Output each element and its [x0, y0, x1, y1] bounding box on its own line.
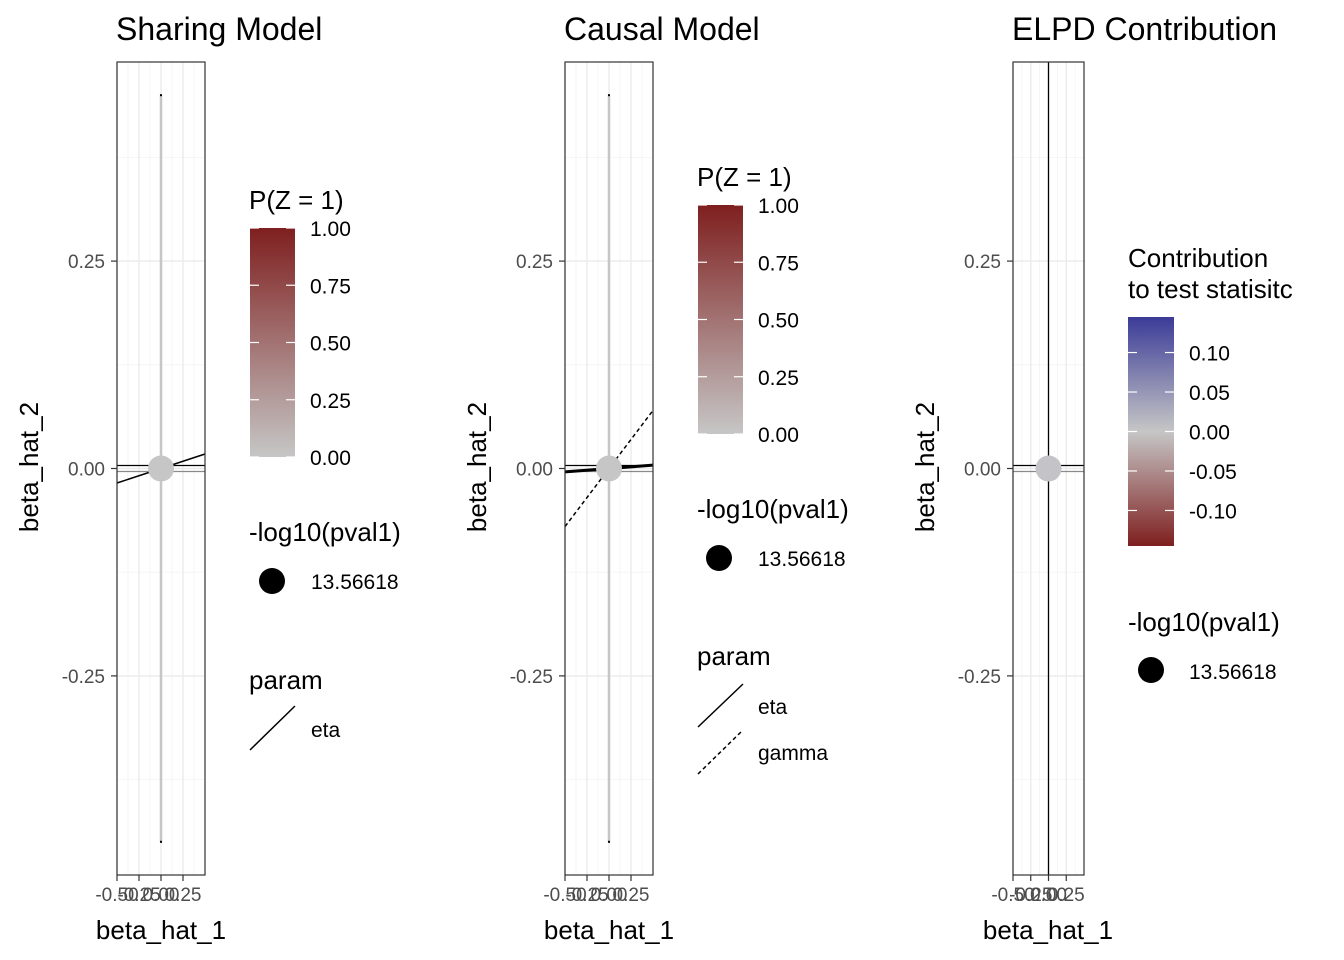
- plot-area: 0.250.00-0.25-0.50-0.250.000.25: [958, 61, 1085, 906]
- legend-size-label: 13.56618: [311, 571, 399, 594]
- colorbar-tick-label: 0.05: [1189, 382, 1230, 405]
- legend-color-title-line-1: Contribution: [1128, 243, 1268, 273]
- panel-title: Sharing Model: [116, 11, 322, 47]
- colorbar-tick-label: 0.25: [310, 390, 351, 413]
- colorbar-tick-label: 0.50: [310, 333, 351, 356]
- legend-color: P(Z = 1) 1.00 0.75 0.50 0.25 0.00: [249, 185, 351, 470]
- legend-linetype-title: param: [697, 641, 771, 671]
- x-tick-label: -0.25: [117, 885, 160, 906]
- colorbar-tick-label: 0.25: [758, 367, 799, 390]
- y-tick-label: -0.25: [62, 667, 105, 688]
- colorbar-tick-label: 0.75: [758, 252, 799, 275]
- legend-linetype-title: param: [249, 665, 323, 695]
- legend-label-eta: eta: [311, 719, 341, 742]
- colorbar-tick-label: 0.00: [1189, 422, 1230, 445]
- legend-label-eta: eta: [758, 696, 788, 719]
- legend-size-title: -log10(pval1): [697, 494, 849, 524]
- y-axis-title: beta_hat_2: [462, 402, 492, 532]
- y-tick-label: 0.00: [964, 460, 1001, 481]
- x-tick-label: 0.00: [1030, 885, 1067, 906]
- x-tick-label: 0.00: [143, 885, 180, 906]
- colorbar-tick-label: -0.10: [1189, 500, 1237, 523]
- panel-elpd-contribution: ELPD Contribution 0.250.00-0.25-0.50-0.2…: [910, 11, 1293, 945]
- legend-color-title-line-2: to test statisitc: [1128, 274, 1293, 304]
- x-axis-title: beta_hat_1: [96, 915, 226, 945]
- colorbar-tick-label: 0.10: [1189, 343, 1230, 366]
- y-tick-label: 0.25: [964, 252, 1001, 273]
- legend-size-key: [259, 568, 285, 594]
- legend-key-eta: [249, 705, 296, 751]
- y-tick-label: 0.00: [516, 460, 553, 481]
- panel-title: ELPD Contribution: [1012, 11, 1277, 47]
- panel-sharing-model: Sharing Model 0.250.00-0.25-0.50-0.250.0…: [14, 11, 401, 945]
- x-tick-label: 0.25: [1048, 885, 1085, 906]
- x-tick-label: -0.25: [565, 885, 608, 906]
- colorbar-tick-label: 0.00: [758, 424, 799, 447]
- data-point: [1035, 455, 1062, 482]
- y-tick-label: 0.25: [516, 252, 553, 273]
- legend-label-gamma: gamma: [758, 742, 828, 765]
- legend-size: -log10(pval1) 13.56618: [1128, 607, 1280, 684]
- legend-size-label: 13.56618: [1189, 661, 1277, 684]
- y-tick-label: -0.25: [958, 667, 1001, 688]
- legend-size-key: [706, 545, 732, 571]
- colorbar-tick-label: 1.00: [310, 218, 351, 241]
- x-axis-title: beta_hat_1: [544, 915, 674, 945]
- x-tick-label: -0.50: [543, 885, 586, 906]
- y-tick-label: 0.25: [68, 252, 105, 273]
- y-tick-label: 0.00: [68, 460, 105, 481]
- legend-linetype: param eta gamma: [697, 641, 828, 775]
- x-axis-title: beta_hat_1: [983, 915, 1113, 945]
- legend-size-title: -log10(pval1): [249, 517, 401, 547]
- legend-color: P(Z = 1) 1.00 0.75 0.50 0.25 0.00: [697, 162, 799, 447]
- x-tick-label: 0.00: [591, 885, 628, 906]
- colorbar-tick-label: -0.05: [1189, 461, 1237, 484]
- colorbar-tick-label: 0.00: [310, 447, 351, 470]
- legend-key-gamma: [697, 729, 744, 775]
- colorbar-tick-label: 1.00: [758, 195, 799, 218]
- colorbar-tick-label: 0.75: [310, 275, 351, 298]
- colorbar-ticks: 1.00 0.75 0.50 0.25 0.00: [698, 195, 799, 447]
- legend-size: -log10(pval1) 13.56618: [697, 494, 849, 571]
- colorbar-tick-label: 0.50: [758, 310, 799, 333]
- colorbar-ticks: 0.10 0.05 0.00 -0.05 -0.10: [1128, 343, 1237, 523]
- legend-color-title: P(Z = 1): [249, 185, 344, 215]
- x-tick-label: 0.25: [613, 885, 650, 906]
- legend-color-title: P(Z = 1): [697, 162, 792, 192]
- data-point: [596, 455, 622, 482]
- legend-size: -log10(pval1) 13.56618: [249, 517, 401, 594]
- plot-area: 0.250.00-0.25-0.50-0.250.000.25: [510, 61, 654, 906]
- plot-area: 0.250.00-0.25-0.50-0.250.000.25: [62, 61, 206, 906]
- legend-linetype: param eta: [249, 665, 341, 751]
- legend-size-key: [1138, 657, 1164, 683]
- legend-size-title: -log10(pval1): [1128, 607, 1280, 637]
- legend-color: Contribution to test statisitc 0.100.050…: [1128, 243, 1293, 546]
- y-tick-label: -0.25: [510, 667, 553, 688]
- x-tick-label: -0.50: [991, 885, 1034, 906]
- panel-causal-model: Causal Model 0.250.00-0.25-0.50-0.250.00…: [462, 11, 849, 945]
- colorbar-ticks: 1.00 0.75 0.50 0.25 0.00: [250, 218, 351, 470]
- y-axis-title: beta_hat_2: [14, 402, 44, 532]
- y-axis-title: beta_hat_2: [910, 402, 940, 532]
- x-tick-label: -0.50: [95, 885, 138, 906]
- panel-title: Causal Model: [564, 11, 760, 47]
- legend-size-label: 13.56618: [758, 548, 846, 571]
- data-point: [148, 455, 174, 482]
- x-tick-label: 0.25: [165, 885, 202, 906]
- x-tick-label: -0.25: [1009, 885, 1052, 906]
- legend-key-eta: [697, 683, 744, 728]
